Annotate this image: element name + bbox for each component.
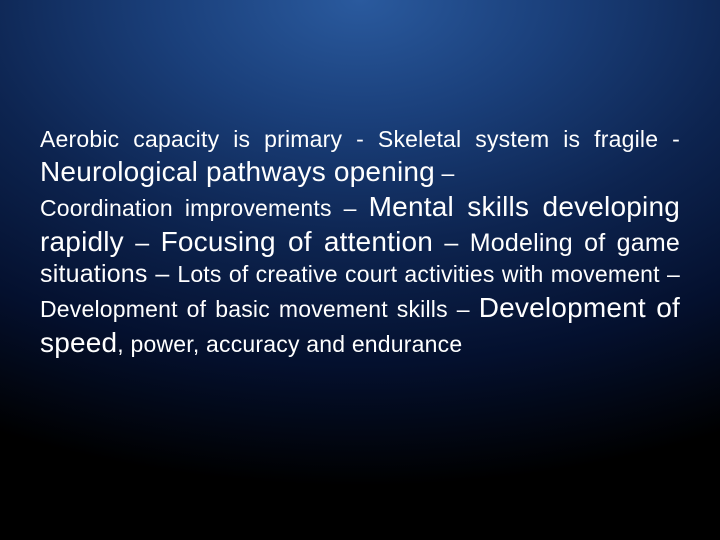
text-aerobic: Aerobic capacity is primary - Skeletal s… bbox=[40, 126, 680, 152]
text-neurological: Neurological pathways opening bbox=[40, 156, 435, 187]
text-power: , power, accuracy and endurance bbox=[117, 331, 462, 357]
text-focusing: Focusing of attention bbox=[161, 226, 433, 257]
slide-body-text: Aerobic capacity is primary - Skeletal s… bbox=[40, 125, 680, 360]
slide-container: Aerobic capacity is primary - Skeletal s… bbox=[0, 0, 720, 540]
text-coordination: Coordination improvements – bbox=[40, 195, 369, 221]
text-sep1: – bbox=[435, 160, 455, 186]
text-sep2: – bbox=[124, 229, 161, 257]
